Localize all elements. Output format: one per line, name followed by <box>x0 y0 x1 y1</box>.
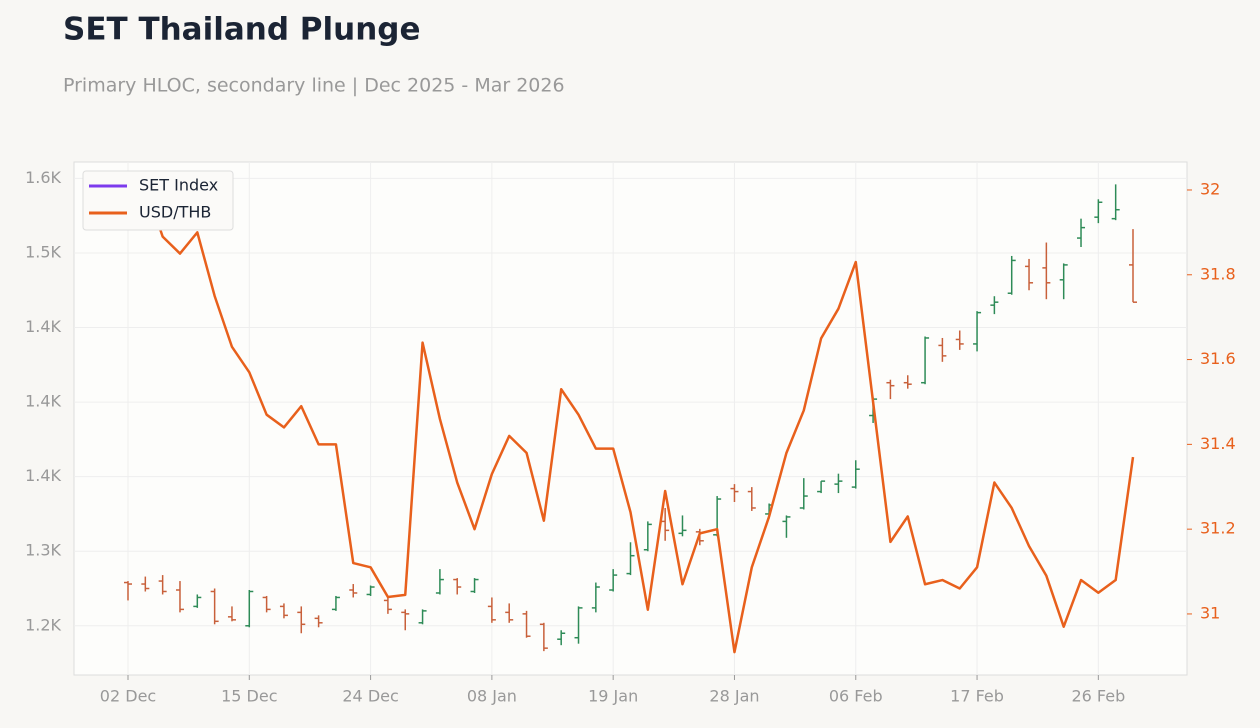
ohlc-bar <box>834 473 843 494</box>
plot-area <box>73 161 1188 676</box>
ohlc-bar <box>1129 229 1137 303</box>
ohlc-bar <box>1094 199 1103 224</box>
ohlc-bar <box>782 515 791 538</box>
ohlc-bar <box>973 311 982 352</box>
ohlc-bar <box>470 578 479 593</box>
ohlc-bar <box>158 575 167 595</box>
ohlc-bar <box>262 595 271 613</box>
ohlc-bar <box>505 603 514 623</box>
ohlc-bar <box>955 330 964 350</box>
y-tick-label: 1.3K <box>25 541 61 560</box>
ohlc-bar <box>401 609 410 631</box>
ohlc-bar <box>1007 255 1016 295</box>
ohlc-bar <box>124 581 132 601</box>
ohlc-bar <box>921 336 930 385</box>
ohlc-bar <box>366 585 375 596</box>
x-tick-label: 28 Jan <box>709 687 759 706</box>
ohlc-bar <box>747 487 756 511</box>
x-tick-label: 17 Feb <box>950 687 1004 706</box>
ohlc-bar <box>1042 242 1051 300</box>
y-tick-label: 1.4K <box>25 317 61 336</box>
ohlc-bar <box>730 484 739 503</box>
ohlc-bar <box>1059 263 1068 300</box>
legend: SET Index USD/THB <box>82 170 234 231</box>
y2-tick-label: 31.4 <box>1200 434 1236 453</box>
ohlc-bar <box>314 615 323 628</box>
ohlc-bar <box>574 606 583 644</box>
ohlc-bar <box>349 584 358 598</box>
ohlc-bar <box>331 595 340 611</box>
ohlc-bar <box>383 597 392 614</box>
y-tick-label: 1.5K <box>25 242 61 261</box>
ohlc-bar <box>487 597 496 623</box>
ohlc-bar <box>175 581 184 613</box>
legend-label: USD/THB <box>139 203 211 222</box>
ohlc-bar <box>609 569 618 592</box>
ohlc-bar <box>938 337 947 362</box>
ohlc-bar <box>539 622 548 652</box>
ohlc-bar <box>903 375 912 389</box>
x-tick-label: 06 Feb <box>829 687 883 706</box>
y2-tick-label: 32 <box>1200 179 1220 198</box>
ohlc-bar <box>297 606 306 634</box>
ohlc-bar <box>245 589 254 628</box>
y-tick-label: 1.4K <box>25 392 61 411</box>
y-tick-label: 1.2K <box>25 615 61 634</box>
ohlc-bar <box>141 576 150 592</box>
ohlc-bar <box>453 578 462 595</box>
ohlc-bar <box>1111 184 1120 221</box>
ohlc-bar <box>990 296 999 315</box>
ohlc-bar <box>817 480 826 494</box>
y2-tick-label: 31 <box>1200 603 1220 622</box>
y2-tick-label: 31.6 <box>1200 349 1236 368</box>
chart-title: SET Thailand Plunge <box>63 12 421 48</box>
ohlc-bar <box>227 606 236 622</box>
ohlc-bar <box>643 521 652 552</box>
x-tick-label: 08 Jan <box>467 687 517 706</box>
ohlc-bar <box>591 582 600 613</box>
ohlc-bar <box>1025 258 1034 291</box>
x-tick-label: 02 Dec <box>100 687 156 706</box>
line-series <box>128 184 1135 654</box>
x-tick-label: 24 Dec <box>342 687 398 706</box>
y-tick-label: 1.6K <box>25 168 61 187</box>
ohlc-bar <box>435 569 444 595</box>
x-tick-label: 19 Jan <box>588 687 638 706</box>
legend-label: SET Index <box>139 176 218 195</box>
chart-subtitle: Primary HLOC, secondary line | Dec 2025 … <box>63 75 565 97</box>
y-tick-label: 1.4K <box>25 466 61 485</box>
ohlc-bar <box>886 379 895 400</box>
ohlc-bar <box>522 610 531 638</box>
ohlc-bar <box>626 542 635 576</box>
ohlc-bar <box>851 460 860 489</box>
ohlc-bar <box>279 603 288 619</box>
ohlc-bar <box>210 588 219 625</box>
ohlc-bar <box>193 594 202 608</box>
y2-tick-label: 31.2 <box>1200 519 1236 538</box>
ohlc-bar <box>557 630 566 646</box>
y2-tick-label: 31.8 <box>1200 264 1236 283</box>
ohlc-bar <box>799 478 808 510</box>
x-tick-label: 26 Feb <box>1071 687 1125 706</box>
ohlc-bar <box>1077 218 1086 248</box>
x-tick-label: 15 Dec <box>221 687 277 706</box>
ohlc-bar <box>678 515 687 537</box>
ohlc-bar <box>418 609 427 625</box>
